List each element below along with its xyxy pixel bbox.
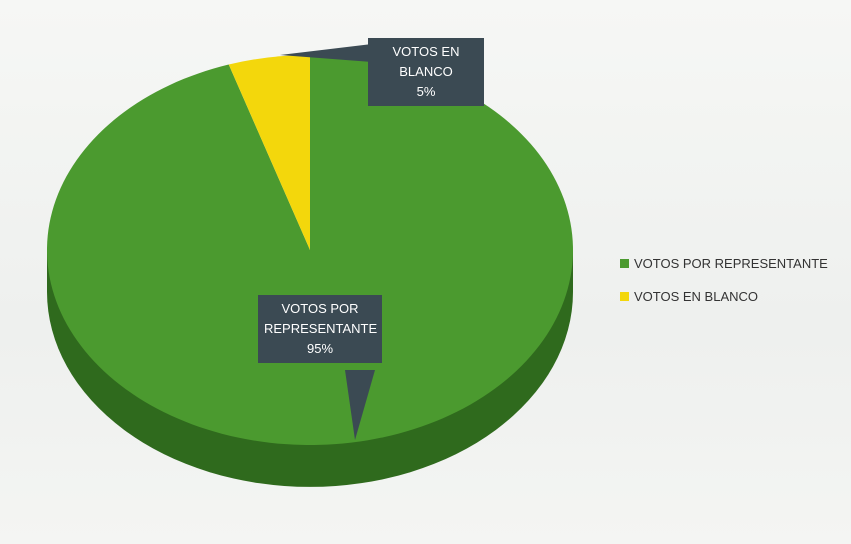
pie-slice [228,55,310,250]
legend-label: VOTOS POR REPRESENTANTE [634,256,828,271]
legend-item: VOTOS EN BLANCO [620,289,758,304]
legend-item: VOTOS POR REPRESENTANTE [620,256,828,271]
data-label: VOTOS POR REPRESENTANTE 95% [258,295,382,363]
callout-pointer [280,44,372,62]
label-category: VOTOS EN BLANCO [392,44,460,79]
legend-swatch [620,292,629,301]
callout-pointer [345,370,375,440]
label-value: 95% [306,341,334,356]
legend-swatch [620,259,629,268]
legend-label: VOTOS EN BLANCO [634,289,759,304]
data-label: VOTOS EN BLANCO 5% [368,38,484,106]
label-value: 5% [416,84,436,99]
label-category: VOTOS POR REPRESENTANTE [264,301,378,336]
